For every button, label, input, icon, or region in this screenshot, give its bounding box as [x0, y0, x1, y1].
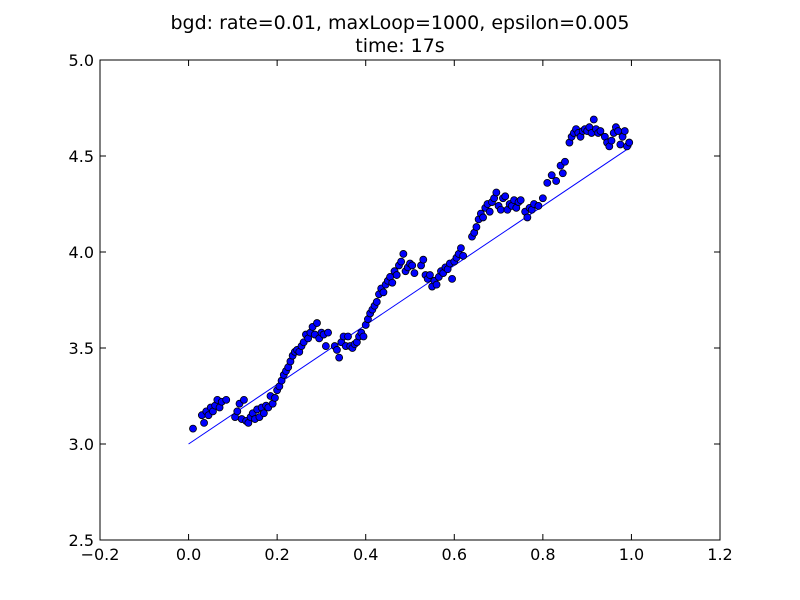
- data-point: [399, 250, 408, 258]
- data-point: [397, 257, 406, 266]
- y-tick-label: 3.0: [69, 435, 94, 454]
- data-point: [616, 140, 625, 149]
- data-point: [321, 342, 330, 350]
- y-tick-label: 4.0: [69, 243, 94, 262]
- data-point: [344, 332, 352, 341]
- plot-frame: [99, 59, 721, 541]
- x-tick-label: 0.8: [530, 545, 555, 564]
- data-point: [543, 178, 552, 187]
- data-point: [558, 169, 567, 178]
- data-point: [459, 251, 468, 260]
- x-tick-label: 1.0: [619, 545, 644, 564]
- data-point: [379, 288, 388, 297]
- data-point: [523, 213, 532, 222]
- y-tick-label: 5.0: [69, 51, 94, 70]
- data-point: [479, 213, 487, 222]
- data-point: [492, 188, 501, 197]
- x-tick-label: 0.2: [264, 545, 289, 564]
- x-tick-label: 0.6: [442, 545, 467, 564]
- data-point: [561, 157, 569, 166]
- data-point: [607, 136, 616, 145]
- chart-subtitle: time: 17s: [355, 35, 445, 57]
- data-point: [200, 418, 208, 427]
- data-point: [426, 271, 434, 279]
- data-point: [432, 280, 441, 289]
- data-point: [324, 328, 332, 337]
- data-point: [457, 244, 465, 253]
- data-point: [419, 255, 428, 264]
- fit-line: [188, 145, 632, 445]
- chart-title: bgd: rate=0.01, maxLoop=1000, epsilon=0.…: [170, 12, 630, 34]
- data-point: [547, 171, 556, 180]
- data-point: [189, 424, 197, 433]
- x-tick-label: 1.2: [707, 545, 732, 564]
- data-point: [472, 223, 481, 231]
- data-point: [620, 127, 629, 135]
- data-point: [408, 261, 417, 270]
- data-point: [496, 205, 505, 214]
- data-point: [240, 395, 248, 404]
- data-point: [538, 194, 547, 203]
- data-point: [333, 346, 341, 354]
- data-point: [392, 271, 401, 279]
- data-point: [313, 319, 321, 327]
- data-point: [625, 138, 634, 147]
- data-point: [359, 332, 368, 341]
- data-point: [448, 274, 456, 283]
- y-tick-label: 2.5: [69, 531, 94, 550]
- data-point: [335, 353, 344, 362]
- data-point: [485, 207, 494, 216]
- x-tick-label: 0.0: [176, 545, 201, 564]
- axis-ticks-layer: −0.2 0.0 0.2 0.4 0.6 0.8 1.0 1.2 2.5 3.0 3.5 4.0 4.5…: [69, 51, 733, 564]
- data-points-layer: [189, 115, 634, 433]
- data-point: [534, 202, 543, 210]
- data-point: [516, 196, 525, 205]
- x-tick-label: −0.2: [81, 545, 120, 564]
- x-tick-label: 0.4: [353, 545, 378, 564]
- data-point: [233, 407, 242, 416]
- data-point: [552, 177, 561, 185]
- data-point: [259, 409, 268, 418]
- y-tick-label: 3.5: [69, 339, 94, 358]
- data-point: [589, 115, 598, 124]
- y-tick-label: 4.5: [69, 147, 94, 166]
- data-point: [410, 269, 419, 278]
- data-point: [596, 127, 605, 135]
- data-point: [501, 192, 510, 201]
- data-point: [222, 395, 231, 404]
- data-point: [372, 298, 381, 306]
- data-point: [271, 394, 279, 402]
- fit-line-layer: [188, 145, 632, 445]
- data-point: [388, 278, 397, 287]
